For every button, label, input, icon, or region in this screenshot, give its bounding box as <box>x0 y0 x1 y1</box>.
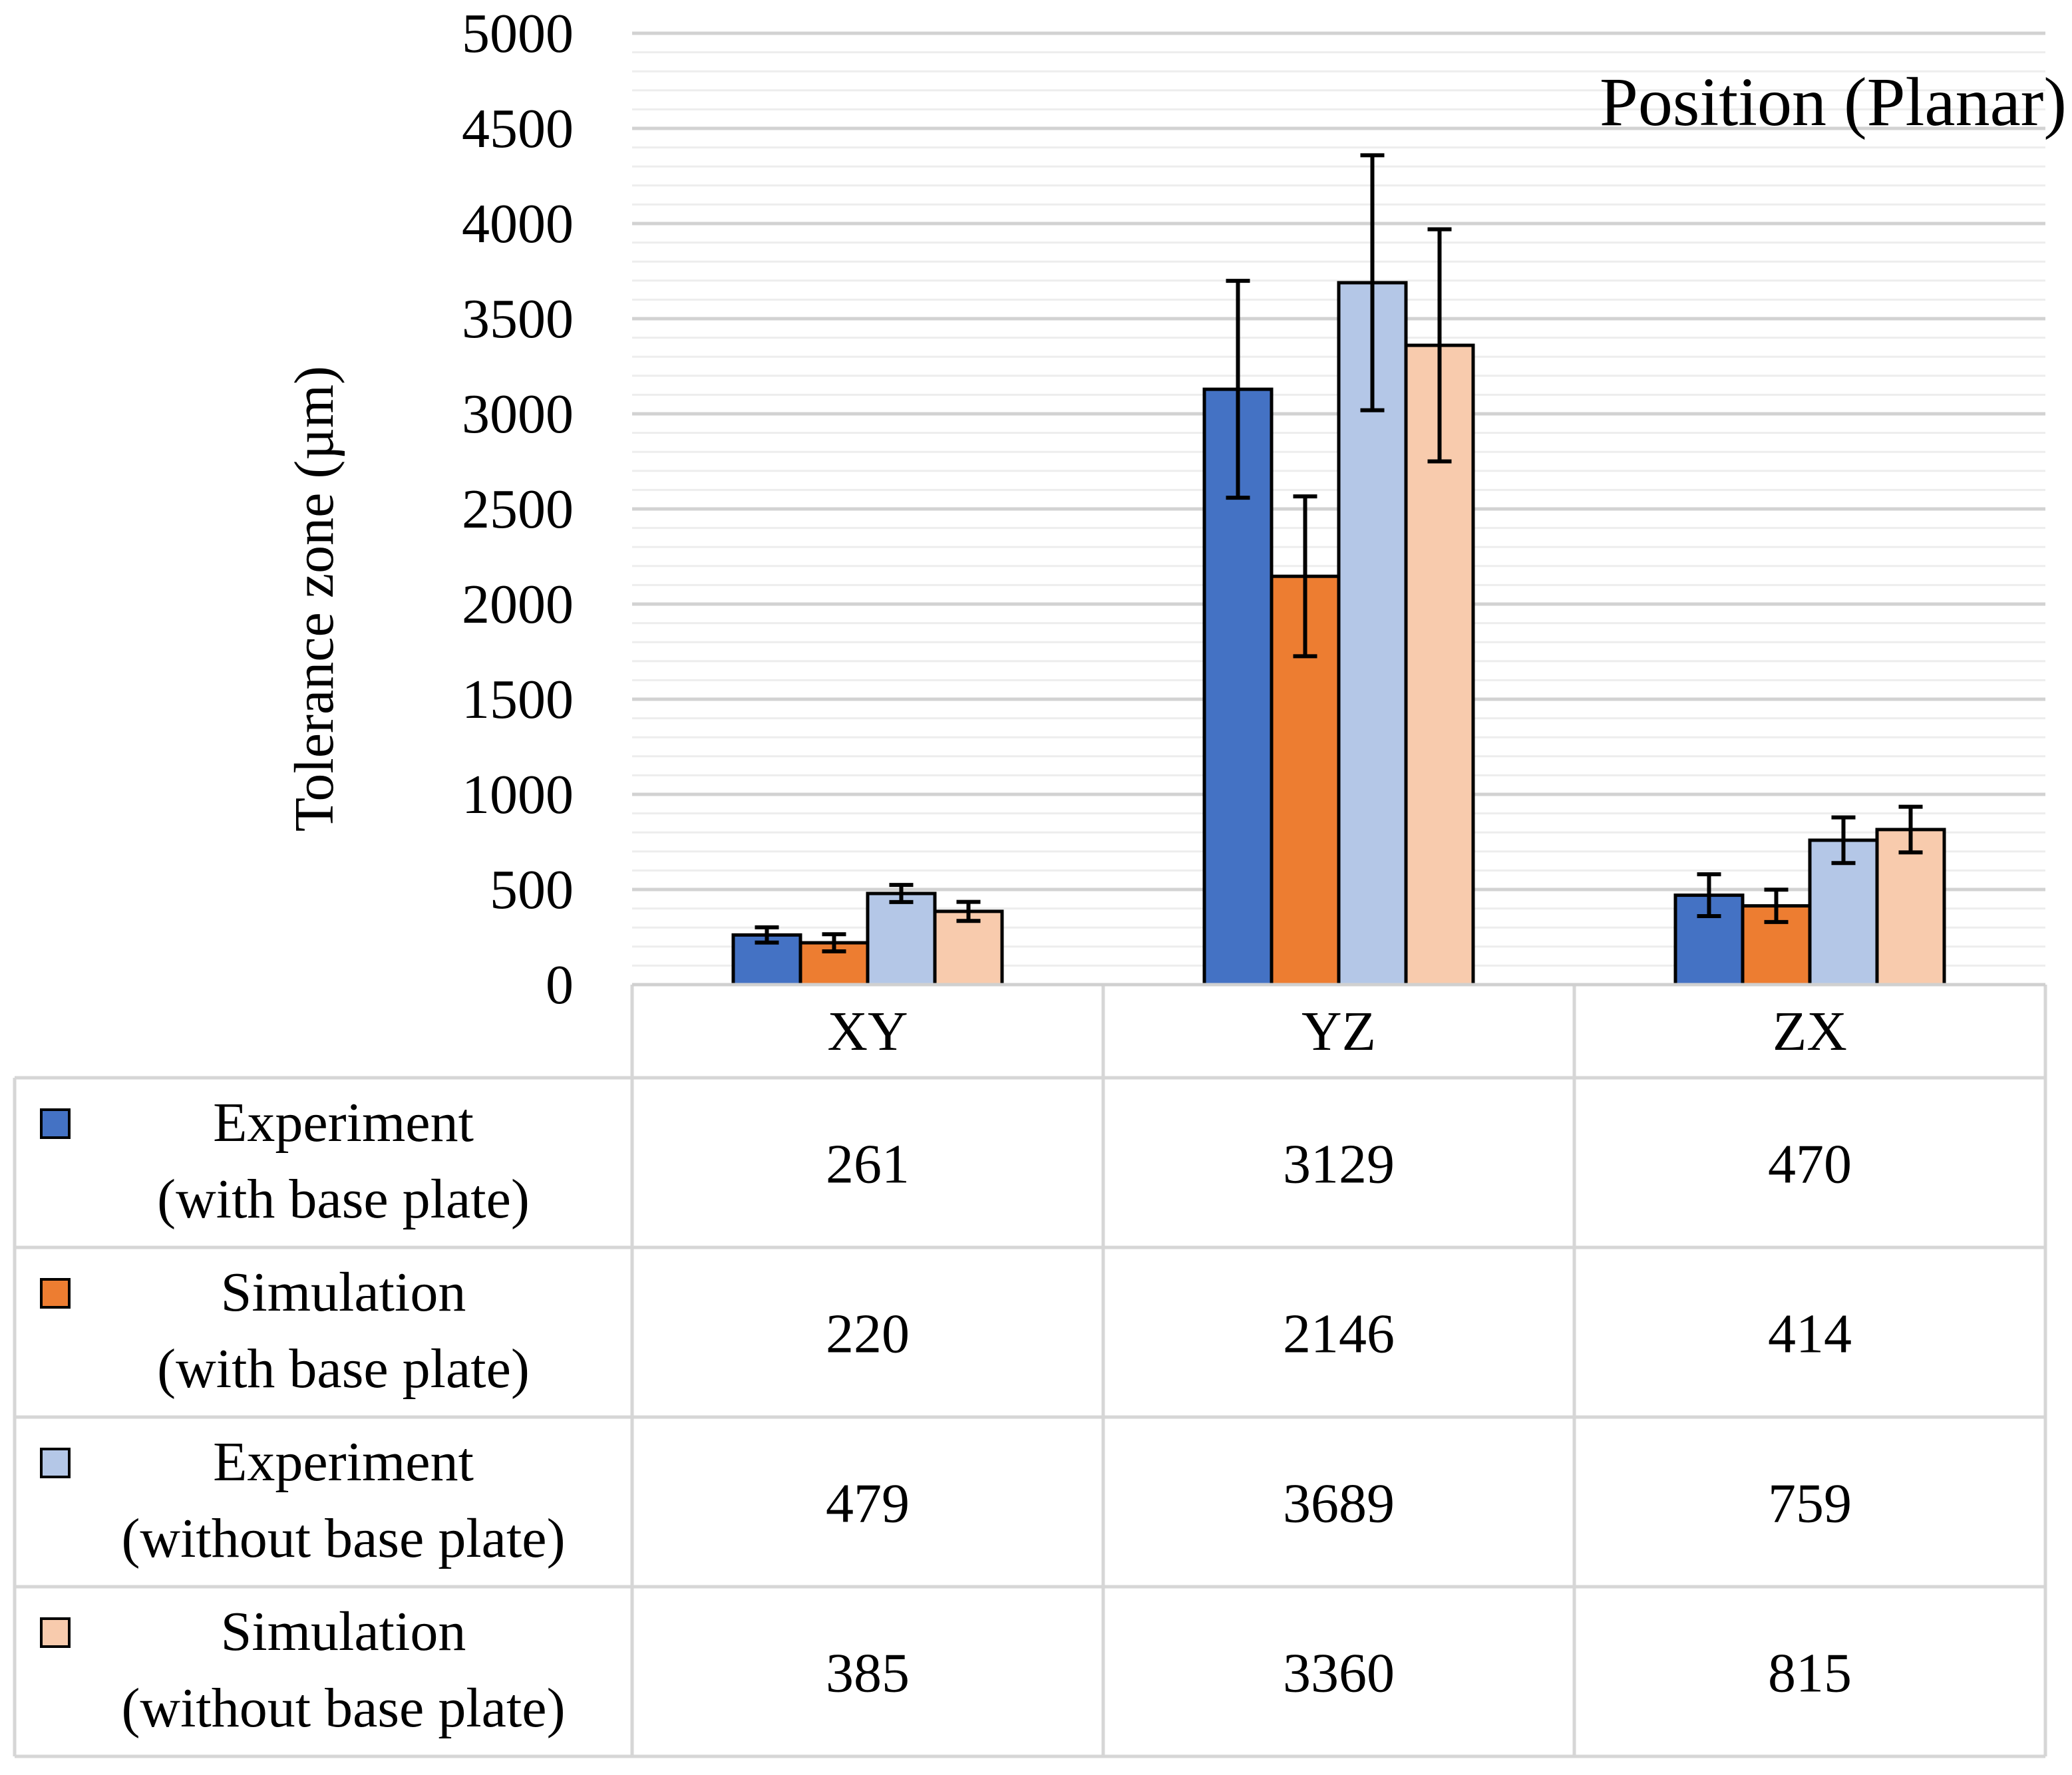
legend-label: Simulation <box>221 1601 466 1663</box>
legend-key <box>40 1278 71 1309</box>
y-tick-label: 1000 <box>462 764 574 826</box>
y-tick-label: 4500 <box>462 98 574 160</box>
error-bar <box>822 932 846 953</box>
y-tick-label: 5000 <box>462 3 574 65</box>
legend-label: (without base plate) <box>121 1508 565 1569</box>
y-tick-label: 2000 <box>462 573 574 635</box>
legend-key <box>40 1108 71 1139</box>
table-value: 2146 <box>1283 1303 1395 1365</box>
category-label: YZ <box>1301 1001 1376 1062</box>
error-bar <box>1764 888 1789 924</box>
error-bar <box>1293 494 1317 659</box>
chart-title: Position (Planar) <box>1600 64 2067 140</box>
legend-label: (without base plate) <box>121 1677 565 1739</box>
legend-label: (with base plate) <box>157 1338 530 1400</box>
legend-label: Simulation <box>221 1261 466 1323</box>
error-bar <box>889 883 914 904</box>
error-bar <box>1226 279 1250 500</box>
error-bar <box>1831 815 1856 866</box>
legend-label: Experiment <box>213 1431 474 1493</box>
y-tick-label: 500 <box>490 859 574 921</box>
category-label: XY <box>827 1001 908 1062</box>
error-bar <box>755 925 779 945</box>
table-value: 220 <box>826 1303 910 1365</box>
table-value: 3360 <box>1283 1643 1395 1704</box>
table-value: 3129 <box>1283 1134 1395 1196</box>
table-value: 3689 <box>1283 1473 1395 1535</box>
error-bar <box>956 899 981 923</box>
table-value: 759 <box>1768 1473 1852 1535</box>
legend-key <box>40 1617 71 1648</box>
table-value: 479 <box>826 1473 910 1535</box>
y-tick-label: 0 <box>546 954 574 1016</box>
legend-label: (with base plate) <box>157 1168 530 1230</box>
table-value: 414 <box>1768 1303 1852 1365</box>
y-tick-labels: 0 500 1000 1500 2000 2500 3000 3500 4000 4500 5000 <box>462 3 574 1016</box>
bar <box>866 891 937 987</box>
error-bar <box>1360 153 1385 412</box>
category-label: ZX <box>1773 1001 1847 1062</box>
error-bar <box>1427 227 1452 464</box>
error-bar <box>1697 872 1721 919</box>
legend-label: Experiment <box>213 1092 474 1154</box>
table-value: 470 <box>1768 1134 1852 1196</box>
table-value: 261 <box>826 1134 910 1196</box>
table-value: 385 <box>826 1643 910 1704</box>
y-tick-label: 3000 <box>462 383 574 445</box>
y-tick-label: 1500 <box>462 669 574 730</box>
data-table: XY YZ ZX Experiment (with base plate) 261 3129… <box>13 983 2047 1758</box>
y-tick-label: 4000 <box>462 193 574 255</box>
y-tick-label: 3500 <box>462 288 574 350</box>
legend-key <box>40 1448 71 1478</box>
error-bar <box>1898 804 1923 855</box>
table-value: 815 <box>1768 1643 1852 1704</box>
y-tick-label: 2500 <box>462 478 574 540</box>
y-axis-label: Tolerance zone (µm) <box>283 366 345 832</box>
